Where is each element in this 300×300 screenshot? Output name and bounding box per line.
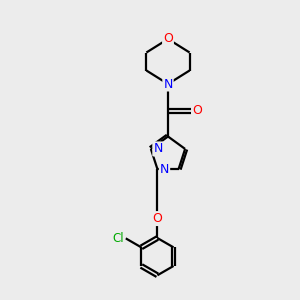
Text: N: N bbox=[153, 142, 163, 155]
Text: Cl: Cl bbox=[112, 232, 124, 245]
Text: N: N bbox=[160, 163, 169, 176]
Text: O: O bbox=[152, 212, 162, 225]
Text: N: N bbox=[163, 77, 173, 91]
Text: O: O bbox=[192, 104, 202, 118]
Text: O: O bbox=[163, 32, 173, 46]
